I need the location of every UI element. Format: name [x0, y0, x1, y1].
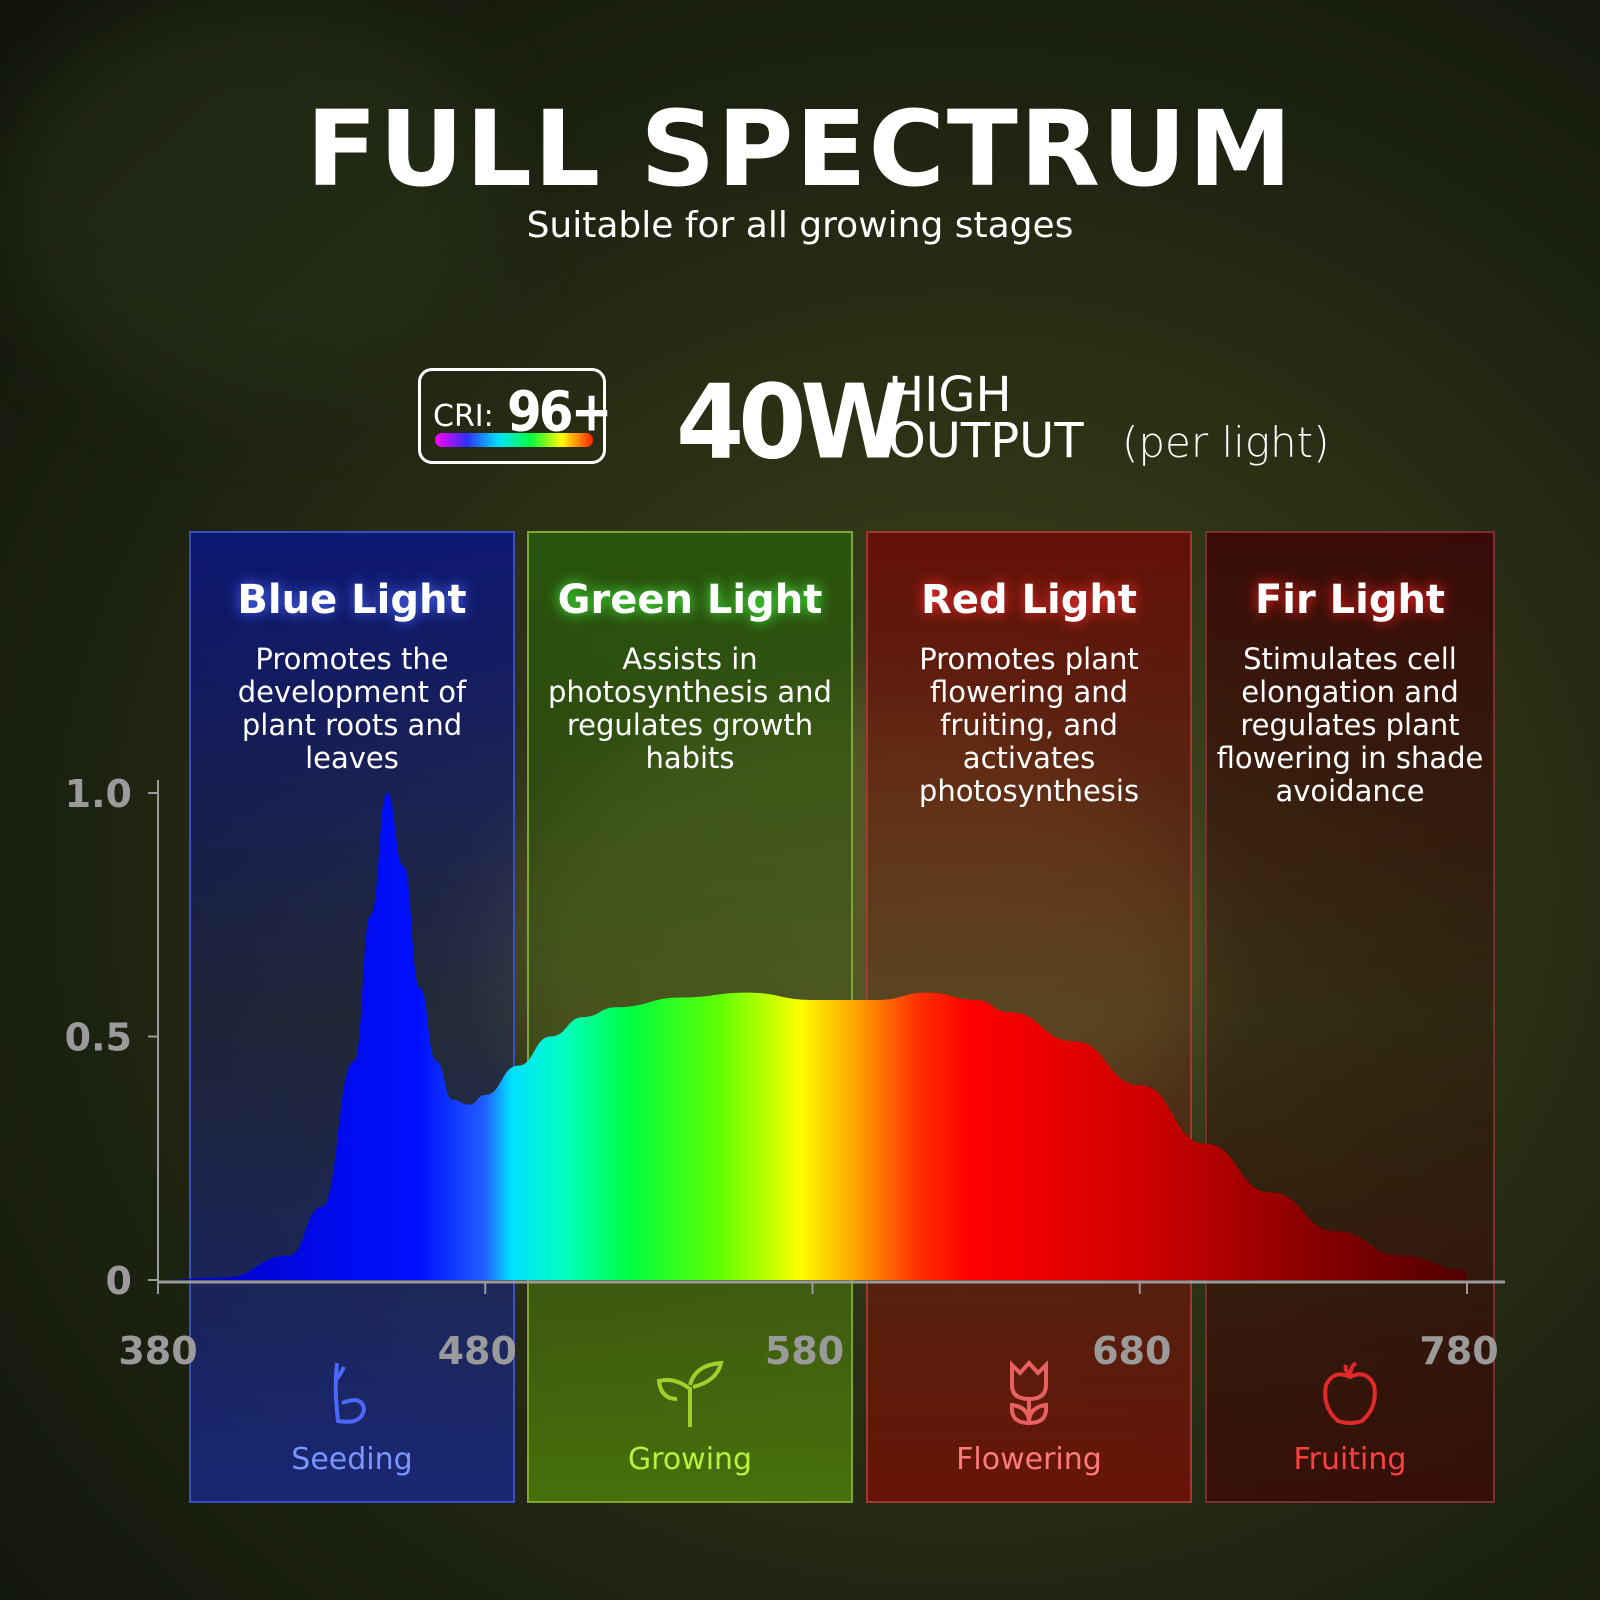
panel-description: Promotes plant flowering and fruiting, a… [918, 642, 1140, 808]
tulip-flower-icon [1009, 1360, 1049, 1425]
output-line1: HIGH [888, 367, 1012, 423]
x-tick-label: 380 [118, 1329, 197, 1373]
wattage: 40W [676, 363, 908, 483]
panel-description: Assists in photosynthesis and regulates … [548, 642, 832, 775]
apple-fruit-icon [1323, 1361, 1377, 1425]
stage-label: Flowering [956, 1442, 1102, 1477]
panel-title: Red Light [921, 577, 1137, 623]
seedling-sprout-icon [333, 1362, 367, 1424]
stage-label: Growing [627, 1442, 753, 1477]
output-label: HIGH OUTPUT [888, 367, 1084, 469]
panel-red-light: Red Light Promotes plant flowering and f… [866, 531, 1192, 1503]
rainbow-bar [435, 433, 593, 447]
two-leaf-sprout-icon [656, 1360, 724, 1427]
panel-title: Green Light [557, 577, 823, 623]
output-line2: OUTPUT [888, 413, 1084, 469]
cri-label: CRI: [433, 399, 494, 434]
y-tick-label: 0 [106, 1259, 132, 1303]
panel-description: Stimulates cell elongation and regulates… [1216, 642, 1484, 808]
y-tick-label: 1.0 [65, 772, 132, 816]
panel-description: Promotes the development of plant roots … [237, 642, 467, 775]
panel-green-light: Green Light Assists in photosynthesis an… [527, 531, 853, 1503]
page-subtitle: Suitable for all growing stages [526, 205, 1074, 246]
page-title: FULL SPECTRUM [306, 88, 1294, 210]
panel-fir-light: Fir Light Stimulates cell elongation and… [1205, 531, 1495, 1503]
panel-title: Fir Light [1254, 577, 1446, 623]
panel-blue-light: Blue Light Promotes the development of p… [189, 531, 515, 1503]
stage-label: Seeding [291, 1442, 413, 1477]
cri-badge: CRI: 96+ [418, 368, 612, 464]
stage-label: Fruiting [1293, 1442, 1407, 1477]
y-tick-label: 0.5 [65, 1016, 132, 1060]
output-note: (per light) [1122, 418, 1330, 467]
panel-title: Blue Light [237, 577, 467, 623]
